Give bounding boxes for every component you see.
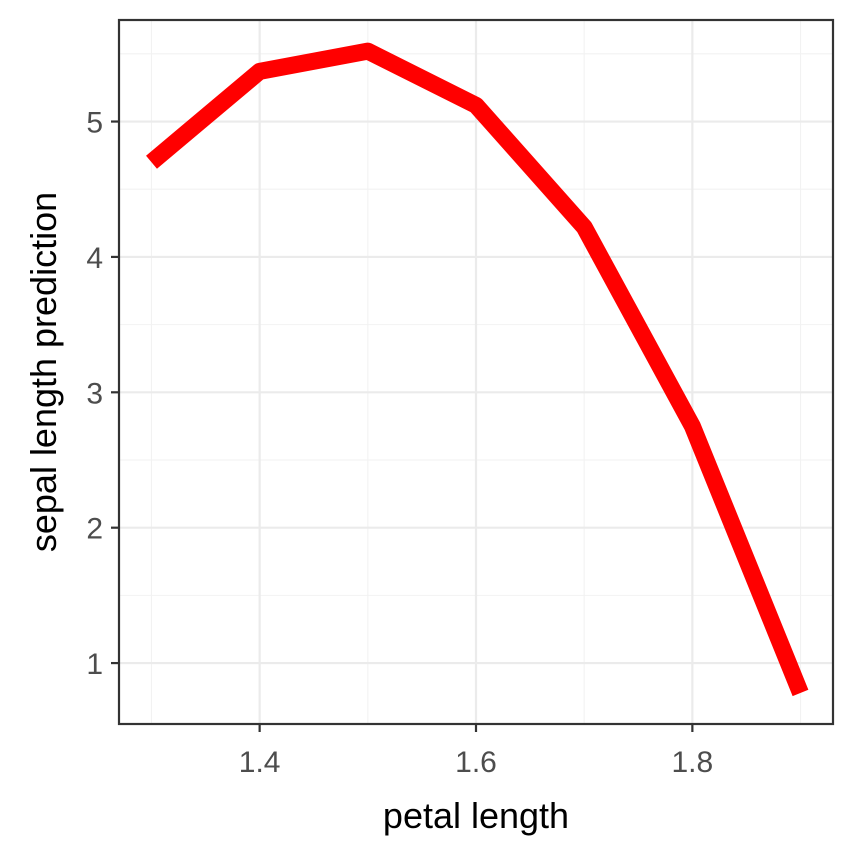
major-gridlines: [119, 20, 833, 724]
x-axis-title: petal length: [383, 795, 569, 836]
axis-ticks: 1.4 1.6 1.8 1 2 3 4 5: [86, 107, 713, 779]
x-tick-label: 1.4: [239, 746, 281, 779]
y-tick-label: 4: [86, 242, 103, 275]
x-tick-label: 1.6: [455, 746, 497, 779]
series-line: [146, 42, 809, 697]
x-tick-label: 1.8: [672, 746, 714, 779]
y-tick-label: 1: [86, 648, 103, 681]
y-axis-title: sepal length prediction: [23, 192, 64, 552]
y-tick-label: 3: [86, 377, 103, 410]
y-tick-label: 5: [86, 107, 103, 140]
y-tick-label: 2: [86, 513, 103, 546]
series-layer: [146, 42, 809, 697]
